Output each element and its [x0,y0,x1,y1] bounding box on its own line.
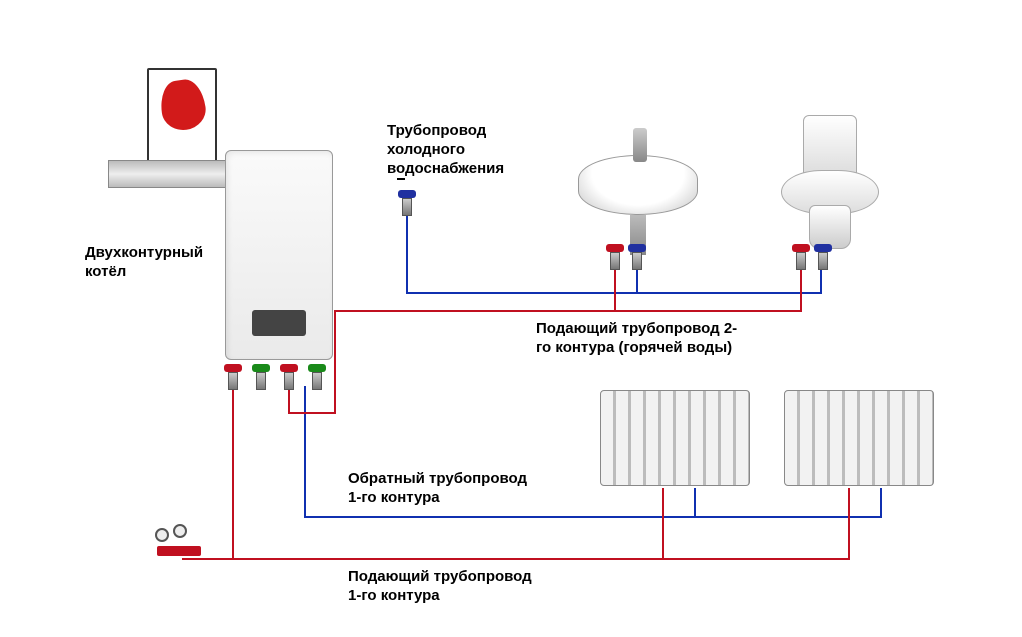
red-pipe-segment [232,386,234,558]
valve [252,364,270,390]
blue-pipe-segment [636,292,820,294]
red-pipe-segment [334,310,614,312]
label-boiler: Двухконтурный котёл [85,244,203,282]
blue-pipe-segment [880,488,882,518]
blue-pipe-segment [694,516,880,518]
red-pipe-segment [232,558,662,560]
valve [280,364,298,390]
label-supply-c1: Подающий трубопровод 1-го контура [348,568,532,606]
valve [224,364,242,390]
boiler-flame-unit [147,68,217,166]
red-pipe-segment [334,310,336,386]
toilet [775,115,885,255]
valve [606,244,624,270]
red-pipe-segment [182,558,234,560]
red-pipe-segment [662,488,664,560]
label-cold-supply: Трубопровод холодного водоснабжения [387,122,504,178]
red-pipe-segment [288,412,334,414]
valve [398,190,416,216]
radiator-1 [600,390,750,486]
valve [308,364,326,390]
radiator-2 [784,390,934,486]
label-hot-supply: Подающий трубопровод 2- го контура (горя… [536,320,737,358]
leader-cold [397,178,405,180]
toilet-base [809,205,851,249]
label-return-c1: Обратный трубопровод 1-го контура [348,470,527,508]
valve [814,244,832,270]
red-pipe-segment [848,488,850,560]
valve [792,244,810,270]
boiler-flue-pipe [108,160,228,188]
valve [628,244,646,270]
blue-pipe-segment [406,208,408,292]
blue-pipe-segment [694,488,696,518]
red-pipe-segment [334,386,336,414]
red-pipe-segment [662,558,848,560]
blue-pipe-segment [304,516,694,518]
wash-basin [578,155,698,215]
boiler-control-panel [252,310,306,336]
blue-pipe-segment [304,386,306,516]
blue-pipe-segment [406,292,638,294]
toilet-tank [803,115,857,175]
red-pipe-segment [614,310,800,312]
